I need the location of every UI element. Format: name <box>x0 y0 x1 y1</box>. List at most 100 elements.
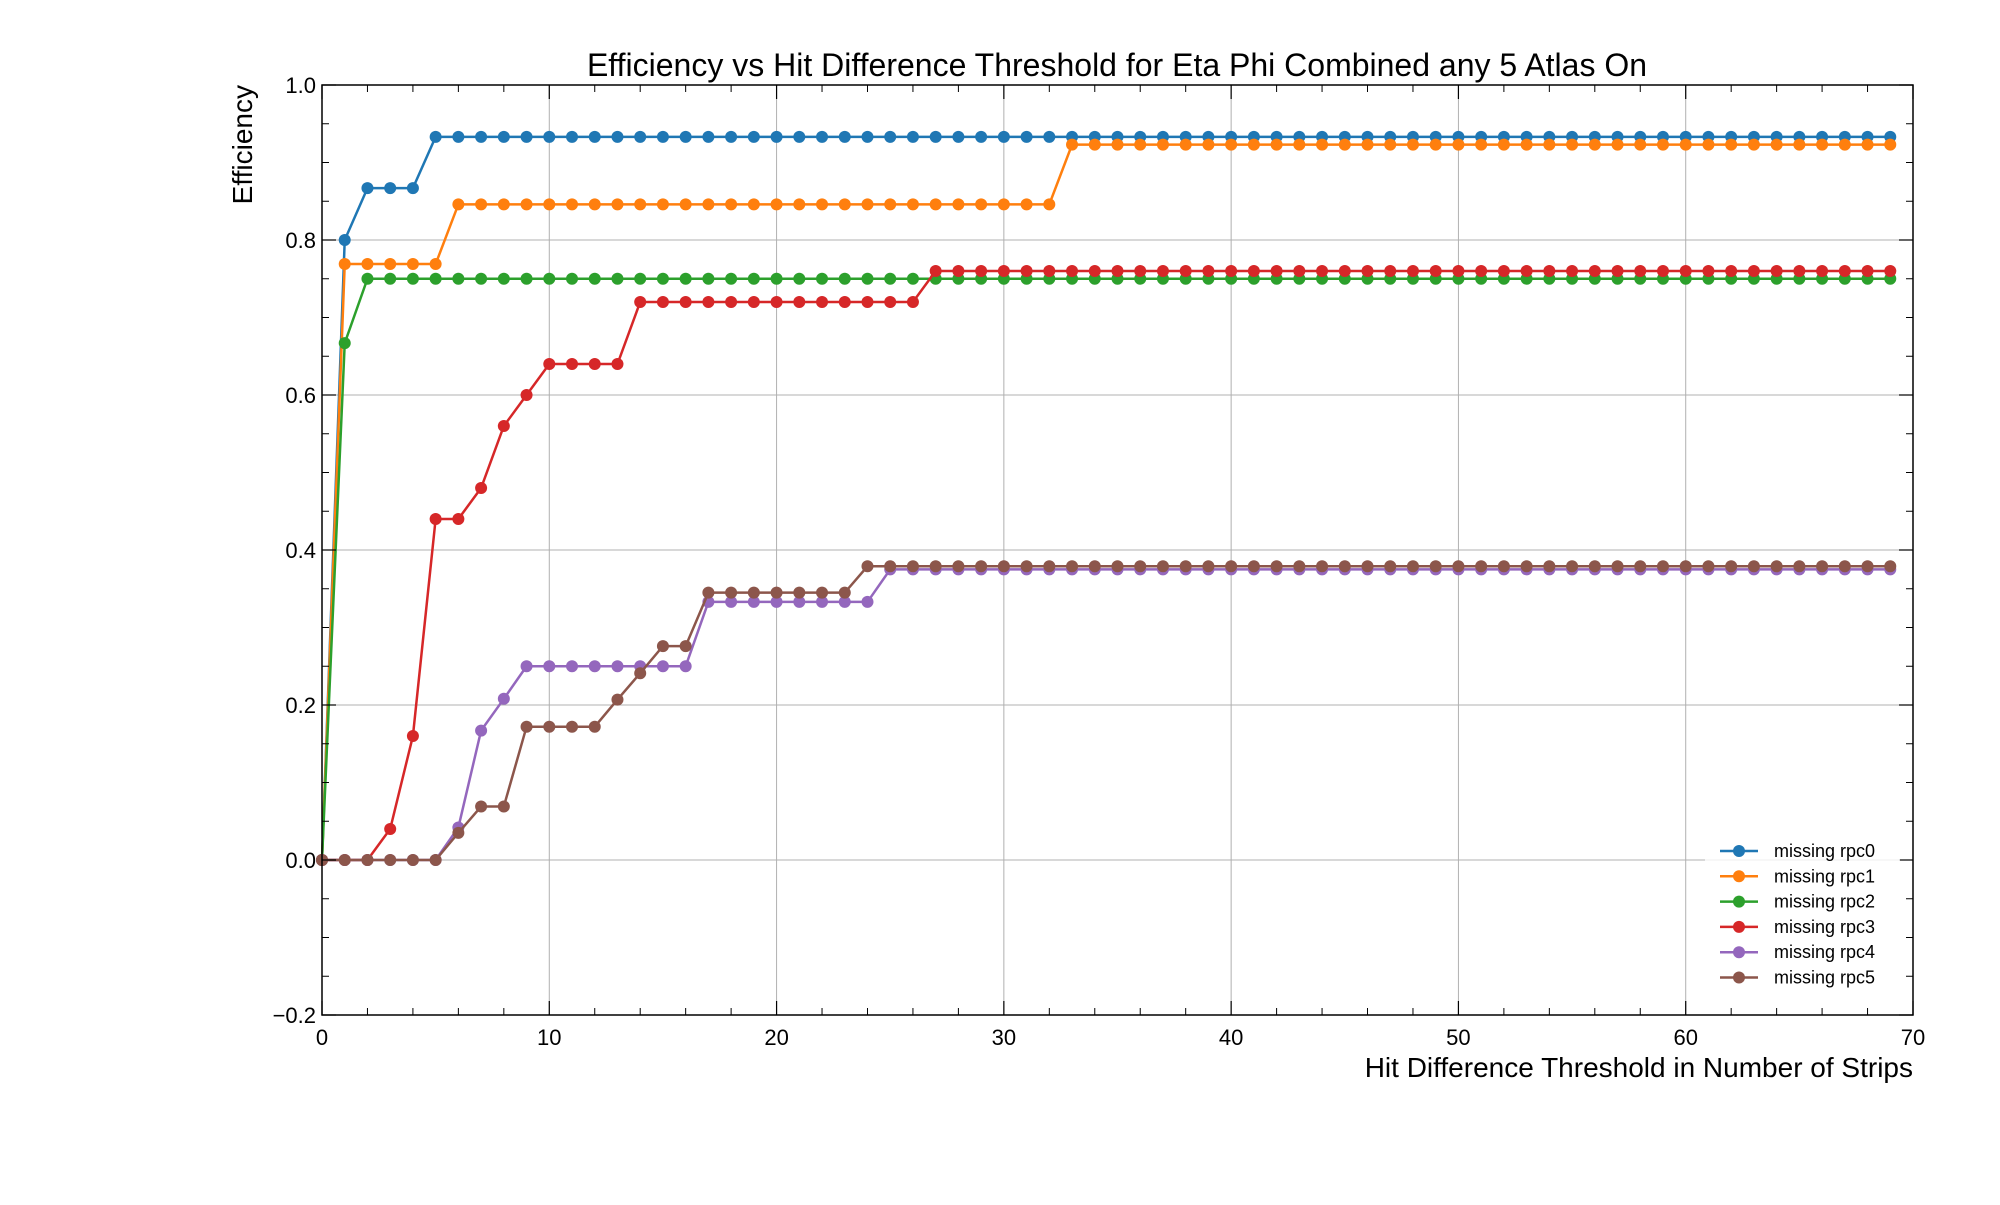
data-point <box>520 198 533 211</box>
data-point <box>566 272 579 285</box>
data-point <box>1247 560 1260 573</box>
data-point <box>475 272 488 285</box>
data-point <box>1429 138 1442 151</box>
data-point <box>770 296 783 308</box>
data-point <box>1884 560 1897 573</box>
legend-entry: missing rpc3 <box>1720 917 1875 937</box>
data-point <box>884 198 897 211</box>
data-point <box>656 272 669 285</box>
legend-label: missing rpc2 <box>1774 892 1875 912</box>
data-point <box>1111 560 1124 573</box>
data-point <box>1293 560 1306 573</box>
data-point <box>816 586 829 599</box>
data-point <box>975 560 988 573</box>
data-point <box>1543 265 1556 277</box>
data-point <box>475 198 488 211</box>
legend-marker <box>1733 971 1745 984</box>
data-point <box>384 823 397 835</box>
data-point <box>1475 560 1488 573</box>
x-tick-label: 60 <box>1673 1025 1697 1050</box>
legend-marker <box>1733 895 1745 908</box>
data-point <box>1179 138 1192 151</box>
data-point <box>634 667 647 680</box>
data-point <box>1452 265 1465 277</box>
data-point <box>793 198 806 211</box>
data-point <box>338 337 351 350</box>
data-point <box>679 198 692 211</box>
data-point <box>1861 265 1874 277</box>
data-point <box>997 198 1010 211</box>
data-point <box>1588 560 1601 573</box>
data-point <box>884 272 897 285</box>
data-point <box>1634 560 1647 573</box>
data-point <box>384 182 397 195</box>
data-point <box>747 296 760 308</box>
data-point <box>838 130 851 143</box>
data-point <box>338 258 351 271</box>
data-point <box>1543 560 1556 573</box>
data-point <box>929 198 942 211</box>
data-point <box>838 296 851 308</box>
y-tick-label: 0.2 <box>285 693 316 718</box>
series-line <box>322 568 1891 862</box>
legend-label: missing rpc5 <box>1774 968 1875 988</box>
x-tick-label: 50 <box>1446 1025 1470 1050</box>
data-point <box>475 130 488 143</box>
data-point <box>1361 560 1374 573</box>
data-point <box>679 640 692 653</box>
data-point <box>1838 560 1851 573</box>
data-point <box>702 296 715 308</box>
data-point <box>725 272 738 285</box>
data-point <box>770 272 783 285</box>
data-point <box>520 660 533 673</box>
data-point <box>1793 560 1806 573</box>
data-point <box>861 560 874 573</box>
data-point <box>1316 138 1329 151</box>
data-point <box>1020 198 1033 211</box>
data-point <box>611 358 624 370</box>
series-line <box>320 277 1891 861</box>
data-point <box>406 182 419 195</box>
data-point <box>747 586 760 599</box>
data-point <box>1338 265 1351 277</box>
data-point <box>1384 265 1397 277</box>
data-point <box>702 586 715 599</box>
data-point <box>475 724 488 737</box>
data-point <box>997 265 1010 277</box>
data-point <box>1520 265 1533 277</box>
data-point <box>588 358 601 370</box>
data-point <box>361 854 374 866</box>
data-point <box>656 198 669 211</box>
data-point <box>702 198 715 211</box>
data-point <box>497 692 510 705</box>
y-tick-label: 0.0 <box>285 848 316 873</box>
data-point <box>611 272 624 285</box>
data-point <box>475 482 488 494</box>
data-point <box>1270 265 1283 277</box>
data-point <box>656 130 669 143</box>
data-point <box>1429 560 1442 573</box>
data-point <box>884 130 897 143</box>
data-point <box>1384 138 1397 151</box>
data-point <box>611 198 624 211</box>
data-point <box>1725 138 1738 151</box>
x-tick-label: 10 <box>537 1025 561 1050</box>
data-point <box>747 595 760 608</box>
y-tick-label: 1.0 <box>285 73 316 98</box>
data-point <box>816 272 829 285</box>
data-point <box>1247 265 1260 277</box>
data-point <box>1770 560 1783 573</box>
data-point <box>952 560 965 573</box>
series-2 <box>316 272 1897 866</box>
data-point <box>702 130 715 143</box>
data-point <box>861 595 874 608</box>
legend-entry: missing rpc1 <box>1720 866 1875 886</box>
data-point <box>1202 560 1215 573</box>
data-point <box>1043 560 1056 573</box>
data-point <box>1134 138 1147 151</box>
data-point <box>793 296 806 308</box>
axis-ticks <box>321 84 1914 1016</box>
data-point <box>1316 265 1329 277</box>
data-point <box>725 198 738 211</box>
